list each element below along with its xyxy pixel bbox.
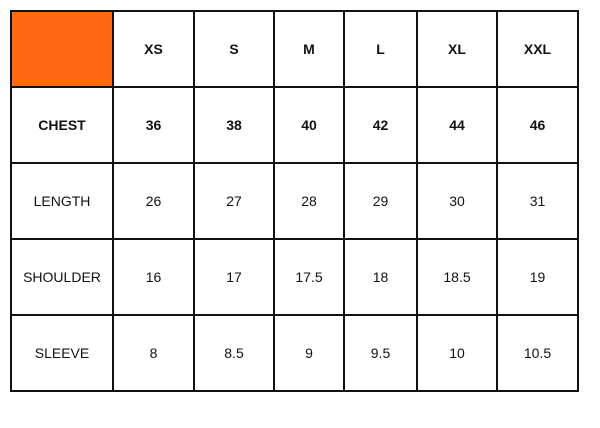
column-header: XS <box>112 10 195 88</box>
size-value: 36 <box>112 86 195 164</box>
row-label: CHEST <box>10 86 114 164</box>
size-value: 10.5 <box>496 314 579 392</box>
row-label: SLEEVE <box>10 314 114 392</box>
size-value: 40 <box>273 86 345 164</box>
size-value: 16 <box>112 238 195 316</box>
size-value: 44 <box>416 86 498 164</box>
column-header: XXL <box>496 10 579 88</box>
size-value: 8 <box>112 314 195 392</box>
data-row: SLEEVE 8 8.5 9 9.5 10 10.5 <box>10 314 579 392</box>
size-value: 38 <box>193 86 275 164</box>
size-value: 28 <box>273 162 345 240</box>
column-header: S <box>193 10 275 88</box>
row-label: LENGTH <box>10 162 114 240</box>
size-value: 19 <box>496 238 579 316</box>
size-value: 27 <box>193 162 275 240</box>
row-label: SHOULDER <box>10 238 114 316</box>
data-row: SHOULDER 16 17 17.5 18 18.5 19 <box>10 238 579 316</box>
size-value: 9 <box>273 314 345 392</box>
data-row: LENGTH 26 27 28 29 30 31 <box>10 162 579 240</box>
corner-cell <box>10 10 114 88</box>
size-value: 18 <box>343 238 418 316</box>
column-header: XL <box>416 10 498 88</box>
data-row: CHEST 36 38 40 42 44 46 <box>10 86 579 164</box>
size-value: 17 <box>193 238 275 316</box>
size-table: XS S M L XL XXL CHEST 36 38 40 42 44 46 LENGTH 26 27 28 2… <box>10 10 579 392</box>
table-body: XS S M L XL XXL CHEST 36 38 40 42 44 46 LENGTH 26 27 28 2… <box>10 10 579 392</box>
size-value: 10 <box>416 314 498 392</box>
size-value: 42 <box>343 86 418 164</box>
size-value: 17.5 <box>273 238 345 316</box>
size-value: 29 <box>343 162 418 240</box>
size-value: 26 <box>112 162 195 240</box>
size-value: 46 <box>496 86 579 164</box>
size-value: 18.5 <box>416 238 498 316</box>
column-header: L <box>343 10 418 88</box>
header-row: XS S M L XL XXL <box>10 10 579 88</box>
size-value: 31 <box>496 162 579 240</box>
column-header: M <box>273 10 345 88</box>
size-value: 30 <box>416 162 498 240</box>
size-value: 8.5 <box>193 314 275 392</box>
size-value: 9.5 <box>343 314 418 392</box>
